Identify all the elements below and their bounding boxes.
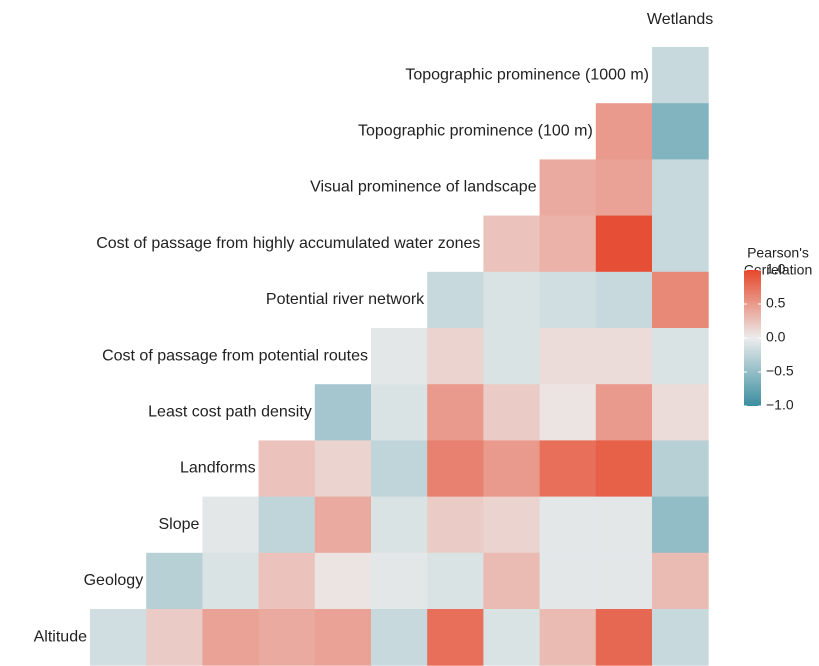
cell [314, 609, 372, 666]
cell [258, 552, 316, 610]
cell [595, 159, 653, 217]
cell [595, 496, 653, 554]
colorbar-tick-label: 1.0 [766, 261, 786, 277]
cell [595, 215, 653, 273]
cell [595, 328, 653, 385]
cell [595, 103, 653, 160]
cell [90, 609, 147, 666]
cell [652, 159, 709, 217]
cell [371, 440, 428, 498]
cell [427, 609, 484, 666]
cell [258, 440, 316, 498]
colorbar-tick-label: −0.5 [766, 363, 794, 379]
cell [314, 496, 372, 554]
cell [483, 215, 541, 273]
cell [595, 271, 653, 329]
cell [539, 384, 597, 441]
colorbar-tick-label: −1.0 [766, 397, 794, 413]
cell [427, 271, 484, 329]
colorbar-tick-label: 0.0 [766, 329, 786, 345]
cell [371, 496, 428, 554]
cell [539, 271, 597, 329]
cell [483, 609, 541, 666]
cell [652, 47, 709, 104]
cell [483, 440, 541, 498]
colorbar [744, 270, 761, 406]
cell [652, 609, 709, 666]
legend-title: Pearson's [747, 245, 809, 261]
cell [595, 384, 653, 441]
cell [371, 328, 428, 385]
cell [652, 384, 709, 441]
cell [595, 440, 653, 498]
cell [539, 609, 597, 666]
cell [371, 384, 428, 441]
cell [595, 609, 653, 666]
cell [427, 328, 484, 385]
cell [483, 328, 541, 385]
cell [202, 552, 260, 610]
cell [202, 496, 260, 554]
cell [483, 384, 541, 441]
cell [539, 440, 597, 498]
row-label: Visual prominence of landscape [310, 179, 537, 196]
column-label: Wetlands [647, 11, 713, 28]
row-label: Potential river network [266, 291, 425, 308]
cell [146, 609, 203, 666]
cell [258, 609, 316, 666]
cell [652, 440, 709, 498]
row-label: Cost of passage from highly accumulated … [96, 235, 480, 252]
cell [539, 215, 597, 273]
cell [652, 215, 709, 273]
cell [539, 496, 597, 554]
cell [483, 271, 541, 329]
cell [427, 552, 484, 610]
cell [539, 159, 597, 217]
row-label: Altitude [34, 628, 87, 645]
cell [314, 552, 372, 610]
legend: Pearson's Correlation 1.00.50.0−0.5−1.0 [744, 245, 812, 413]
cell [652, 103, 709, 160]
row-label: Topographic prominence (100 m) [358, 123, 593, 140]
row-label: Slope [158, 516, 199, 533]
cell [427, 496, 484, 554]
cell [652, 271, 709, 329]
cell [483, 496, 541, 554]
cell [483, 552, 541, 610]
cell [258, 496, 316, 554]
row-label: Landforms [180, 460, 256, 477]
cell [202, 609, 260, 666]
cell [539, 328, 597, 385]
cell [652, 552, 709, 610]
row-label: Geology [84, 572, 144, 589]
cell [652, 328, 709, 385]
cell [427, 440, 484, 498]
cell [314, 440, 372, 498]
row-label: Least cost path density [148, 404, 312, 421]
row-label: Topographic prominence (1000 m) [405, 66, 649, 83]
cell [371, 609, 428, 666]
colorbar-tick-label: 0.5 [766, 295, 786, 311]
cell [652, 496, 709, 554]
cell [595, 552, 653, 610]
cell [427, 384, 484, 441]
row-label: Cost of passage from potential routes [102, 347, 368, 364]
cell [146, 552, 203, 610]
cell [539, 552, 597, 610]
cell [314, 384, 372, 441]
cell [371, 552, 428, 610]
